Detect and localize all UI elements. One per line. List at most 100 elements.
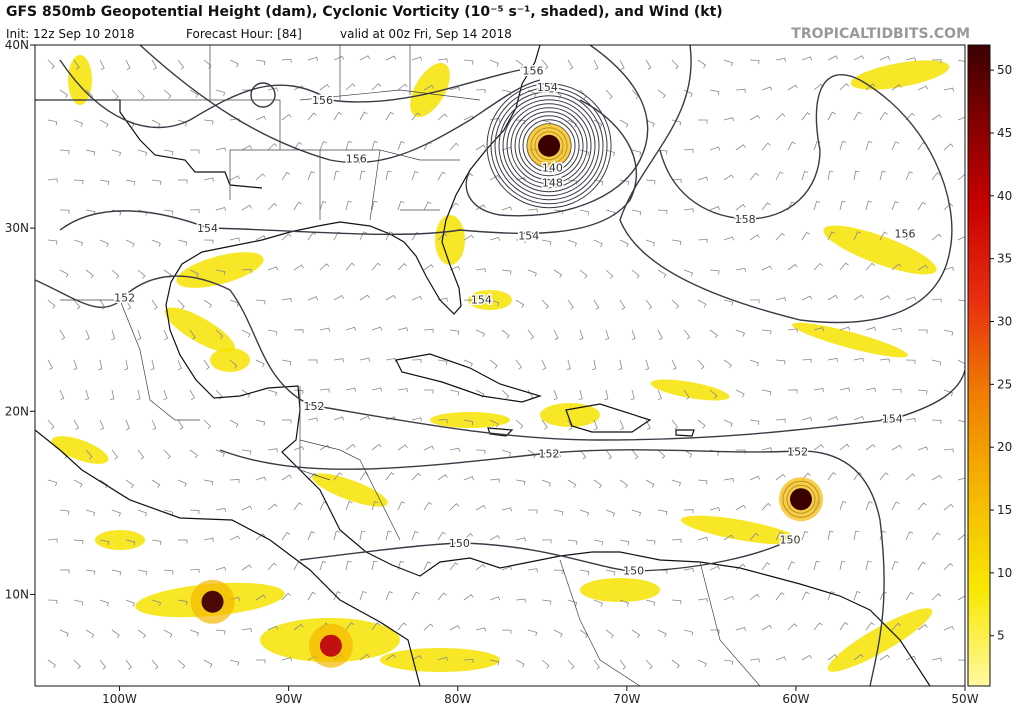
wind-barb bbox=[853, 231, 862, 241]
wind-barb bbox=[319, 560, 327, 571]
wind-barb bbox=[879, 654, 890, 661]
wind-barb bbox=[73, 599, 84, 606]
wind-barb bbox=[163, 449, 171, 460]
wind-barb bbox=[189, 209, 200, 214]
wind-barb bbox=[111, 449, 119, 460]
wind-barb bbox=[957, 533, 965, 541]
wind-barb bbox=[267, 625, 279, 631]
shade bbox=[410, 62, 450, 118]
wind-barb bbox=[47, 299, 56, 309]
wind-barb bbox=[307, 359, 318, 364]
contour-label: 156 bbox=[346, 153, 367, 166]
contour-ring bbox=[498, 95, 600, 197]
wind-barb bbox=[605, 329, 610, 341]
wind-barb bbox=[865, 140, 873, 151]
wind-barb bbox=[787, 389, 798, 394]
wind-barb bbox=[307, 171, 315, 181]
wind-barb bbox=[333, 472, 343, 481]
wind-barb bbox=[359, 415, 371, 421]
wind-barb bbox=[527, 509, 538, 514]
wind-barb bbox=[671, 659, 680, 669]
wind-barb bbox=[723, 419, 733, 427]
y-tick-label: 10N bbox=[5, 587, 29, 601]
wind-barb bbox=[749, 234, 760, 241]
y-tick-label: 20N bbox=[5, 404, 29, 418]
wind-barb bbox=[99, 119, 109, 128]
wind-barb bbox=[111, 149, 122, 157]
wind-barb bbox=[47, 538, 58, 543]
wind-barb bbox=[905, 531, 914, 541]
wind-barb bbox=[709, 146, 721, 151]
wind-barb bbox=[501, 566, 513, 571]
wind-barb bbox=[827, 55, 839, 61]
wind-barb bbox=[59, 509, 70, 515]
wind-barb bbox=[749, 475, 761, 481]
jamaica bbox=[487, 427, 514, 437]
wind-barb bbox=[489, 359, 498, 369]
wind-barb bbox=[489, 299, 500, 307]
wind-barb bbox=[371, 501, 379, 511]
wind-barb bbox=[630, 389, 635, 401]
wind-barb bbox=[281, 592, 292, 601]
wind-barb bbox=[307, 112, 317, 121]
wind-barb bbox=[463, 419, 474, 426]
contour-label: 152 bbox=[539, 447, 560, 460]
wind-barb bbox=[489, 59, 499, 67]
wind-barb bbox=[215, 507, 226, 513]
wind-barb bbox=[943, 266, 955, 271]
wind-barb bbox=[891, 622, 902, 631]
wind-barb bbox=[489, 478, 500, 483]
wind-barb bbox=[411, 112, 421, 121]
wind-barb bbox=[203, 119, 214, 125]
wind-barb bbox=[957, 659, 965, 661]
wind-barb bbox=[59, 149, 70, 155]
wind-barb bbox=[359, 591, 367, 601]
wind-barb bbox=[905, 232, 915, 241]
wind-barb bbox=[619, 659, 627, 670]
wind-barb bbox=[567, 299, 574, 310]
wind-barb bbox=[189, 449, 198, 459]
wind-barb bbox=[215, 147, 226, 152]
wind-barb bbox=[177, 359, 182, 371]
wind-barb bbox=[125, 479, 134, 489]
wind-barb bbox=[229, 175, 241, 181]
wind-barb bbox=[333, 170, 340, 181]
wind-barb bbox=[137, 569, 148, 576]
wind-barb bbox=[501, 507, 512, 512]
wind-barb bbox=[839, 326, 851, 331]
wind-barb bbox=[411, 170, 419, 181]
wind-barb bbox=[553, 389, 558, 401]
colorbar-label: 5 bbox=[997, 629, 1005, 643]
wind-barb bbox=[879, 295, 890, 301]
wind-barb bbox=[579, 329, 584, 341]
wind-barb bbox=[449, 86, 461, 91]
wind-barb bbox=[827, 591, 835, 601]
wind-barb bbox=[59, 269, 69, 278]
coastlines bbox=[35, 45, 931, 686]
site-watermark: TROPICALTIDBITS.COM bbox=[791, 26, 970, 42]
init: Init: 12z Sep 10 2018 bbox=[6, 27, 134, 41]
colorbar-label: 40 bbox=[997, 189, 1012, 203]
wind-barb bbox=[801, 295, 813, 301]
vortex-core bbox=[201, 590, 224, 613]
wind-barb bbox=[411, 359, 422, 364]
wind-barb bbox=[99, 479, 109, 489]
wind-barb bbox=[163, 209, 174, 215]
wind-barb bbox=[723, 659, 734, 665]
wind-barb bbox=[683, 389, 690, 400]
contour-label: 150 bbox=[623, 565, 644, 578]
wind-barb bbox=[151, 539, 162, 545]
wind-barb bbox=[527, 629, 538, 636]
wind-barb bbox=[99, 419, 105, 431]
contour-label: 140 bbox=[542, 162, 563, 175]
wind-barb bbox=[697, 59, 707, 69]
wind-barb bbox=[905, 296, 917, 301]
wind-barb bbox=[579, 509, 590, 517]
wind-barb bbox=[111, 509, 121, 517]
wind-barb bbox=[267, 448, 278, 453]
shade bbox=[650, 379, 730, 401]
wind-barb bbox=[124, 359, 129, 370]
vortex-core bbox=[538, 134, 561, 157]
wind-barb bbox=[905, 473, 916, 481]
wind-barb bbox=[345, 387, 356, 392]
